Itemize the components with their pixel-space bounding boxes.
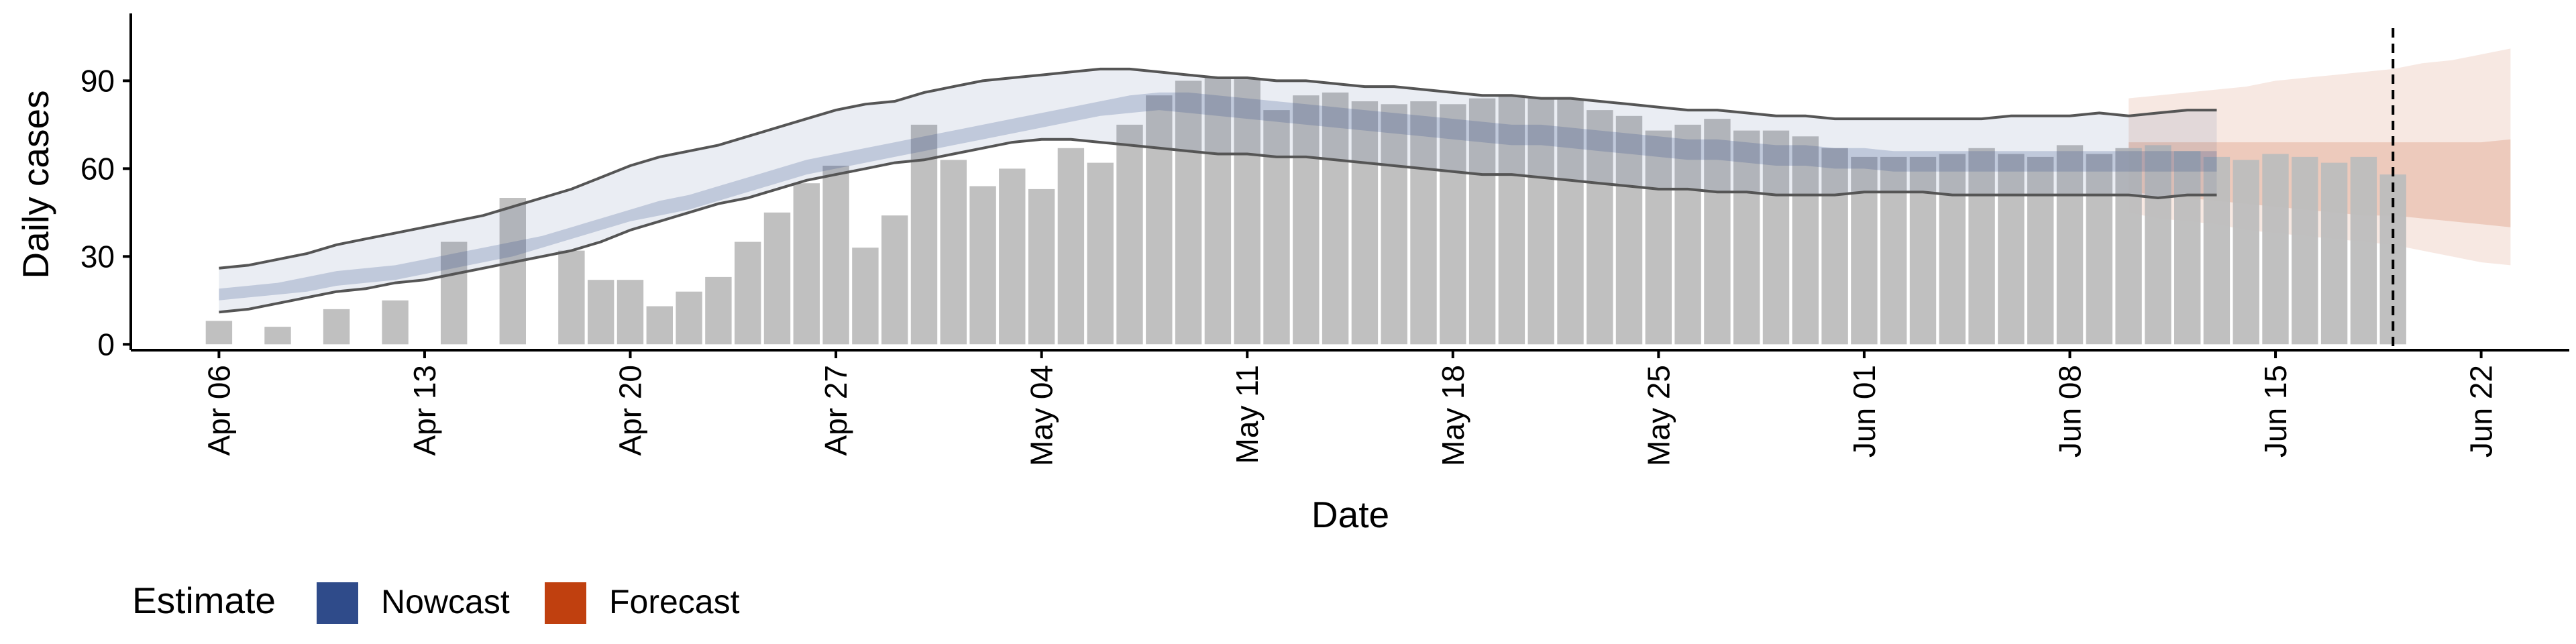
bar xyxy=(2233,160,2259,345)
bar xyxy=(1440,104,1466,345)
bar xyxy=(2145,145,2171,345)
bar xyxy=(1322,92,1349,345)
x-tick-label: Apr 27 xyxy=(818,365,853,456)
bar xyxy=(1792,136,1819,345)
bar xyxy=(1645,130,1672,345)
bar xyxy=(1410,101,1437,345)
legend-label-nowcast: Nowcast xyxy=(381,583,510,621)
legend: Estimate Nowcast Forecast xyxy=(132,580,740,624)
x-tick-label: May 18 xyxy=(1436,365,1470,466)
y-axis-label: Daily cases xyxy=(15,90,56,278)
bar xyxy=(323,309,350,345)
x-tick-label: May 04 xyxy=(1024,365,1059,466)
bar xyxy=(1116,124,1143,345)
bar xyxy=(1087,162,1114,345)
x-tick-label: Apr 20 xyxy=(613,365,648,456)
legend-label-forecast: Forecast xyxy=(609,583,740,621)
y-tick-label: 60 xyxy=(80,151,115,186)
x-tick-label: Apr 06 xyxy=(201,365,236,456)
bar xyxy=(205,321,233,345)
bar xyxy=(2292,156,2318,345)
bar xyxy=(1057,148,1085,345)
bar xyxy=(763,212,791,345)
bar xyxy=(1821,148,1848,345)
x-tick-label: Jun 22 xyxy=(2464,365,2499,458)
bar xyxy=(2262,154,2289,345)
bar xyxy=(1468,98,1496,345)
x-axis-label: Date xyxy=(1311,494,1389,535)
bar xyxy=(2350,156,2377,345)
nowcast-ribbons xyxy=(219,67,2217,314)
bar xyxy=(1968,148,1995,345)
bar xyxy=(735,241,761,345)
bar xyxy=(2174,151,2201,345)
bar xyxy=(676,291,702,345)
bar xyxy=(1351,101,1379,345)
bar xyxy=(1293,95,1320,345)
bar xyxy=(1204,78,1232,345)
legend-title: Estimate xyxy=(132,580,276,621)
nowcast-lower-line xyxy=(219,138,2217,314)
bar xyxy=(1587,110,1613,345)
nowcast-upper-line xyxy=(219,67,2217,270)
bar xyxy=(2203,156,2231,345)
bar xyxy=(1234,78,1260,345)
reported-cases-bars xyxy=(205,78,2406,345)
bar xyxy=(1998,154,2025,345)
legend-swatch-nowcast xyxy=(317,582,358,624)
x-tick-label: Jun 01 xyxy=(1847,365,1882,458)
bar xyxy=(616,280,644,345)
bar xyxy=(264,327,291,345)
bar xyxy=(881,215,908,345)
bar xyxy=(2320,162,2348,345)
bar xyxy=(2027,156,2054,345)
bar xyxy=(1762,130,1790,345)
bar xyxy=(1557,98,1584,345)
bar xyxy=(1909,156,1937,345)
x-tick-label: Jun 15 xyxy=(2258,365,2293,458)
bar xyxy=(1733,130,1760,345)
bar xyxy=(1028,189,1055,345)
bar xyxy=(1615,115,1643,345)
bar xyxy=(1263,110,1290,345)
bar xyxy=(1674,124,1701,345)
bar xyxy=(382,300,409,345)
bar xyxy=(1880,156,1907,345)
bar xyxy=(1498,95,1525,345)
nowcast-outer-band xyxy=(219,68,2217,313)
bar xyxy=(2115,148,2142,345)
bar xyxy=(940,160,967,345)
bar xyxy=(1704,119,1731,345)
y-tick-label: 90 xyxy=(80,63,115,98)
bar xyxy=(558,250,585,345)
bar xyxy=(1381,104,1407,345)
axes: 0 30 60 90 Apr 06 Apr 13 Apr 20 Apr 27 May 04 May… xyxy=(80,13,2569,466)
bar xyxy=(1175,80,1202,345)
x-tick-label: May 25 xyxy=(1641,365,1676,466)
bar xyxy=(1851,156,1878,345)
bar xyxy=(999,168,1026,345)
bar xyxy=(822,166,849,345)
bar xyxy=(1527,98,1554,345)
bar xyxy=(646,306,673,345)
bar xyxy=(499,198,526,345)
bar xyxy=(1146,95,1173,345)
bar xyxy=(2056,145,2084,345)
nowcast-inner-band xyxy=(219,92,2217,301)
bar xyxy=(441,241,468,345)
x-tick-label: May 11 xyxy=(1230,365,1265,464)
x-tick-label: Apr 13 xyxy=(407,365,442,456)
x-tick-label: Jun 08 xyxy=(2053,365,2088,458)
bar xyxy=(793,183,820,345)
bar xyxy=(1939,154,1966,345)
bar xyxy=(2086,154,2112,345)
y-tick-label: 0 xyxy=(97,327,115,362)
bar xyxy=(969,186,996,345)
legend-swatch-forecast xyxy=(545,582,586,624)
bar xyxy=(705,276,732,345)
bar xyxy=(588,280,614,345)
y-tick-label: 30 xyxy=(80,239,115,274)
bar xyxy=(852,248,879,345)
